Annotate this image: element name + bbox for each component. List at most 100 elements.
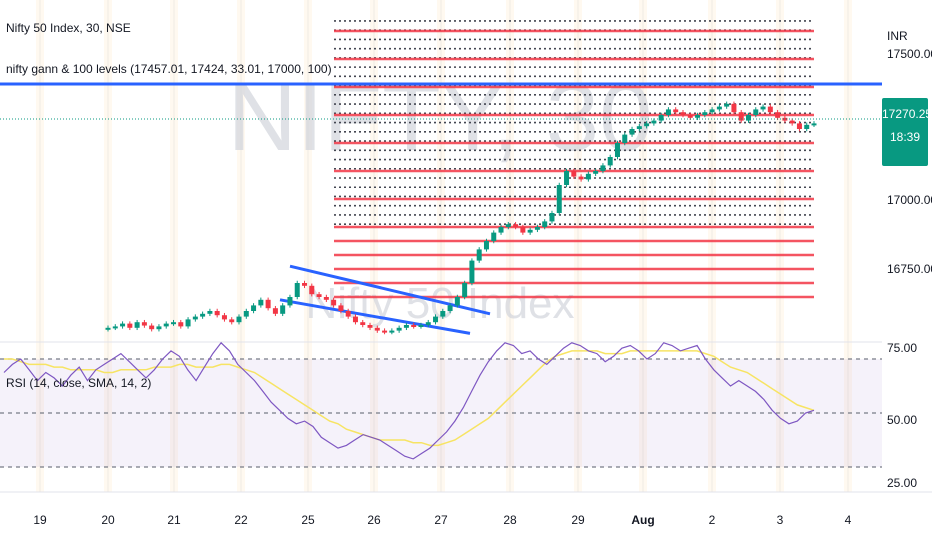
- time-tick-label: 20: [101, 513, 115, 527]
- candle-body: [607, 157, 613, 166]
- time-tick-label: 3: [777, 513, 784, 527]
- time-tick-label: 28: [503, 513, 517, 527]
- candle-body: [614, 143, 620, 157]
- candle-body: [593, 171, 599, 174]
- candle-body: [658, 115, 664, 121]
- candle-body: [418, 325, 424, 327]
- candle-body: [491, 232, 497, 241]
- candle-body: [287, 297, 293, 306]
- day-band: [304, 0, 312, 492]
- candle-body: [236, 316, 242, 323]
- candle-body: [192, 316, 198, 320]
- candle-body: [556, 185, 562, 213]
- candle-body: [454, 297, 460, 306]
- candle-body: [163, 323, 169, 327]
- time-tick-label: 26: [367, 513, 381, 527]
- candle-body: [360, 322, 366, 325]
- candle-body: [156, 326, 162, 330]
- price-tick-label: 17000.00: [887, 193, 932, 207]
- indicator-title: nifty gann & 100 levels (17457.01, 17424…: [6, 62, 332, 76]
- candle-body: [513, 224, 519, 227]
- candle-body: [200, 313, 206, 317]
- candle-body: [549, 213, 555, 222]
- time-tick-label: 27: [434, 513, 448, 527]
- candle-body: [542, 221, 548, 227]
- time-tick-label: 22: [234, 513, 248, 527]
- rsi-line: [3, 341, 815, 460]
- candle-body: [571, 171, 577, 177]
- day-band: [104, 0, 112, 492]
- candle-body: [352, 316, 358, 323]
- candle-body: [804, 124, 810, 129]
- candle-body: [709, 109, 715, 113]
- candle-body: [811, 123, 817, 126]
- rsi-ma-line: [4, 350, 815, 447]
- candle-body: [775, 112, 781, 118]
- price-tick-label: 17500.00: [887, 47, 932, 61]
- candle-body: [105, 327, 111, 330]
- day-band: [776, 0, 784, 492]
- day-band: [237, 0, 245, 492]
- candle-body: [753, 109, 759, 115]
- candle-body: [585, 173, 591, 180]
- price-tick-label: 16750.00: [887, 262, 932, 276]
- candle-body: [738, 112, 744, 121]
- candle-body: [687, 115, 693, 118]
- price-axis-bg: [882, 0, 932, 550]
- day-band: [506, 0, 514, 492]
- candle-body: [112, 326, 118, 329]
- candle-body: [564, 171, 570, 185]
- bar-countdown: 18:39: [889, 130, 921, 144]
- candle-body: [127, 323, 133, 328]
- candle-body: [338, 305, 344, 311]
- candle-body: [207, 311, 213, 314]
- day-band: [437, 0, 445, 492]
- candle-body: [280, 305, 286, 314]
- candle-body: [527, 229, 533, 233]
- candle-body: [221, 315, 227, 320]
- time-tick-label: 29: [571, 513, 585, 527]
- candle-body: [309, 285, 315, 295]
- time-tick-label: 4: [845, 513, 852, 527]
- candle-body: [476, 249, 482, 261]
- rsi-tick-label: 75.00: [887, 341, 917, 355]
- candle-body: [229, 319, 235, 323]
- candle-body: [680, 112, 686, 115]
- candle-body: [665, 109, 671, 115]
- candle-body: [578, 176, 584, 180]
- watermark-symbol: NIFTY, 30: [227, 64, 652, 171]
- candle-body: [323, 297, 329, 300]
- candle-body: [294, 283, 300, 297]
- candle-body: [782, 117, 788, 121]
- candle-body: [258, 299, 264, 306]
- day-band: [844, 0, 852, 492]
- candle-body: [673, 109, 679, 113]
- candle-body: [425, 322, 431, 325]
- candle-body: [141, 322, 147, 326]
- candle-body: [789, 120, 795, 124]
- time-tick-label: Aug: [631, 513, 654, 527]
- candle-body: [731, 103, 737, 113]
- candle-body: [724, 103, 730, 107]
- time-tick-label: 19: [33, 513, 47, 527]
- candle-body: [629, 129, 635, 135]
- rsi-tick-label: 50.00: [887, 413, 917, 427]
- candle-body: [316, 294, 322, 297]
- candle-body: [716, 106, 722, 110]
- time-tick-label: 2: [709, 513, 716, 527]
- candle-body: [433, 316, 439, 323]
- candle-body: [251, 305, 257, 311]
- candle-body: [695, 115, 701, 118]
- candle-body: [600, 165, 606, 171]
- candle-body: [396, 327, 402, 331]
- day-band: [170, 0, 178, 492]
- day-band: [370, 0, 378, 492]
- candle-body: [185, 319, 191, 327]
- candle-body: [265, 299, 271, 309]
- currency-label: INR: [887, 29, 908, 43]
- candle-body: [745, 115, 751, 121]
- candle-body: [411, 325, 417, 327]
- candle-body: [636, 126, 642, 129]
- candle-body: [469, 260, 475, 283]
